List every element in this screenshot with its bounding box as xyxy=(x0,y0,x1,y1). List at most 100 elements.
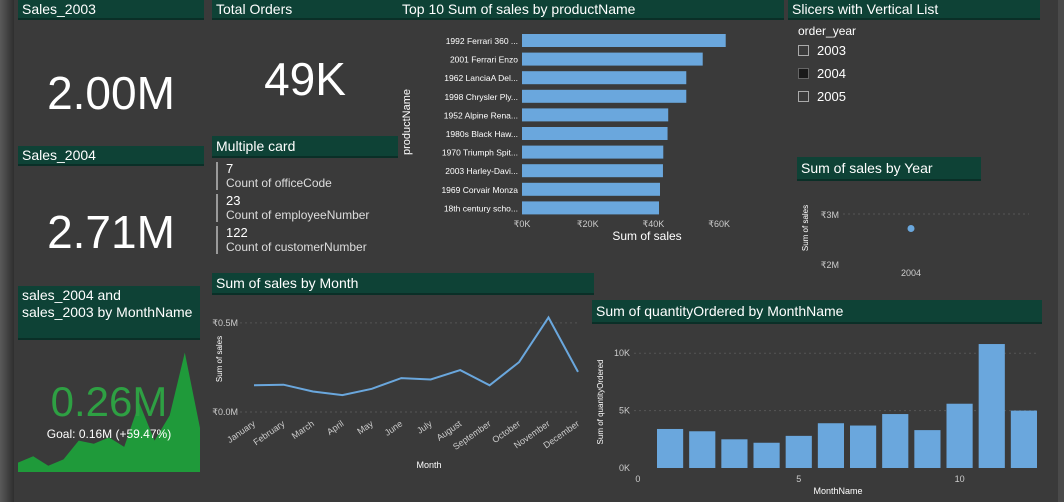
product-label: 18th century scho... xyxy=(444,203,518,213)
month-tick-label: February xyxy=(251,418,287,447)
qty-bar xyxy=(946,403,973,468)
x-axis-title: Sum of sales xyxy=(612,229,681,243)
qty-bar xyxy=(753,442,780,468)
slicer-option-label: 2003 xyxy=(817,43,846,58)
x-tick-label: 10 xyxy=(955,474,965,484)
x-tick-label: ₹60K xyxy=(708,219,730,229)
qty-bar xyxy=(689,431,716,468)
employee-count-value: 23 xyxy=(226,193,241,208)
x-axis-title: Month xyxy=(416,460,441,470)
window-left-frame xyxy=(0,0,14,502)
qty-bar xyxy=(1010,410,1037,468)
multiple-card-item: 7 Count of officeCode xyxy=(216,162,332,190)
product-label: 1969 Corvair Monza xyxy=(441,185,518,195)
kpi-value: 0.26M xyxy=(50,378,168,425)
year-point xyxy=(907,225,915,232)
y-tick-label: 0K xyxy=(619,463,630,473)
checkbox-icon[interactable] xyxy=(798,45,809,56)
x-axis-title: MonthName xyxy=(813,486,862,496)
slicer-option-label: 2005 xyxy=(817,89,846,104)
customer-count-value: 122 xyxy=(226,225,248,240)
qty-bar xyxy=(850,425,877,468)
y-tick-label: ₹0.5M xyxy=(212,318,238,328)
qty-bar xyxy=(721,439,748,468)
slicer-option-2003[interactable]: 2003 xyxy=(798,42,846,60)
x-tick-label: ₹20K xyxy=(577,219,599,229)
month-tick-label: March xyxy=(290,418,316,441)
y-axis-title: Sum of quantityOrdered xyxy=(596,360,605,445)
customer-count-label: Count of customerNumber xyxy=(226,240,367,254)
product-bar xyxy=(522,34,726,47)
product-bar xyxy=(522,71,687,85)
product-bar xyxy=(522,52,703,66)
month-tick-label: June xyxy=(383,418,405,437)
y-tick-label: ₹2M xyxy=(821,260,839,270)
slicer-title: Slicers with Vertical List xyxy=(788,0,1040,20)
window-right-frame xyxy=(1058,0,1064,502)
checkbox-icon[interactable] xyxy=(798,91,809,102)
product-label: 1992 Ferrari 360 ... xyxy=(446,36,518,46)
slicer-option-2004[interactable]: 2004 xyxy=(798,65,846,83)
qty-bar xyxy=(914,430,941,468)
by-year-chart[interactable]: ₹2M ₹3M Sum of sales 2004 xyxy=(797,184,1037,284)
slicer-field-label: order_year xyxy=(798,24,857,38)
sales-2003-value: 2.00M xyxy=(47,67,175,119)
y-axis-title: productName xyxy=(401,89,413,155)
x-tick-label: ₹40K xyxy=(643,219,665,229)
sales-month-line xyxy=(253,315,579,397)
x-tick-label: 2004 xyxy=(901,268,921,278)
top10-chart[interactable]: 1992 Ferrari 360 ... 2001 Ferrari Enzo 196… xyxy=(398,22,784,250)
y-tick-label: ₹0.0M xyxy=(212,407,238,417)
y-tick-label: 5K xyxy=(619,406,630,416)
top10-title: Top 10 Sum of sales by productName xyxy=(398,0,784,20)
by-month-title: Sum of sales by Month xyxy=(212,273,594,295)
product-label: 1952 Alpine Rena... xyxy=(444,110,518,120)
x-tick-label: 0 xyxy=(635,474,640,484)
kpi-trend-area xyxy=(18,352,200,472)
product-label: 2003 Harley-Davi... xyxy=(445,166,518,176)
sales-2004-value: 2.71M xyxy=(47,206,175,258)
qty-month-chart[interactable]: 0K 5K 10K 0 5 10 Sum of quantityOrdered MonthNa… xyxy=(592,326,1042,498)
qty-bar xyxy=(785,435,812,468)
multiple-card: 7 Count of officeCode 23 Count of employ… xyxy=(216,162,402,262)
slicer-option-2005[interactable]: 2005 xyxy=(798,88,846,106)
slicer-option-label: 2004 xyxy=(817,66,846,81)
kpi-goal: Goal: 0.16M (+59.47%) xyxy=(46,427,172,441)
multiple-card-item: 122 Count of customerNumber xyxy=(216,226,367,254)
multiple-card-item: 23 Count of employeeNumber xyxy=(216,194,369,222)
kpi-card-title: sales_2004 and sales_2003 by MonthName xyxy=(18,286,200,340)
month-tick-label: April xyxy=(325,418,345,437)
total-orders-value: 49K xyxy=(264,53,346,105)
product-bar xyxy=(522,164,663,178)
total-orders-title: Total Orders xyxy=(212,0,398,20)
product-bar xyxy=(522,145,664,159)
product-bar xyxy=(522,127,668,140)
kpi-area-chart xyxy=(18,352,200,472)
product-label: 1980s Black Haw... xyxy=(446,129,518,139)
slicer-list: 2003 2004 2005 xyxy=(798,42,918,112)
qty-bar xyxy=(978,344,1005,468)
product-label: 1962 LanciaA Del... xyxy=(444,73,518,83)
checkbox-checked-icon[interactable] xyxy=(798,68,809,79)
month-tick-label: July xyxy=(415,418,434,436)
qty-bar xyxy=(657,428,684,468)
by-year-title: Sum of sales by Year xyxy=(797,157,981,181)
y-axis-title: Sum of sales xyxy=(215,336,224,382)
product-bar xyxy=(522,108,669,122)
office-count-value: 7 xyxy=(226,161,234,176)
qty-month-title: Sum of quantityOrdered by MonthName xyxy=(592,300,1042,324)
product-label: 1998 Chrysler Ply... xyxy=(444,92,518,102)
x-tick-label: 5 xyxy=(796,474,801,484)
x-tick-label: ₹0K xyxy=(514,219,531,229)
product-bar xyxy=(522,201,660,215)
office-count-label: Count of officeCode xyxy=(226,176,332,190)
sales-2004-title: Sales_2004 xyxy=(18,146,204,166)
sales-2003-title: Sales_2003 xyxy=(18,0,204,20)
multiple-card-title: Multiple card xyxy=(212,136,398,158)
product-bar xyxy=(522,89,687,103)
product-bar xyxy=(522,182,660,196)
qty-bar xyxy=(882,414,909,468)
y-axis-title: Sum of sales xyxy=(801,205,810,251)
qty-bar xyxy=(817,423,844,468)
